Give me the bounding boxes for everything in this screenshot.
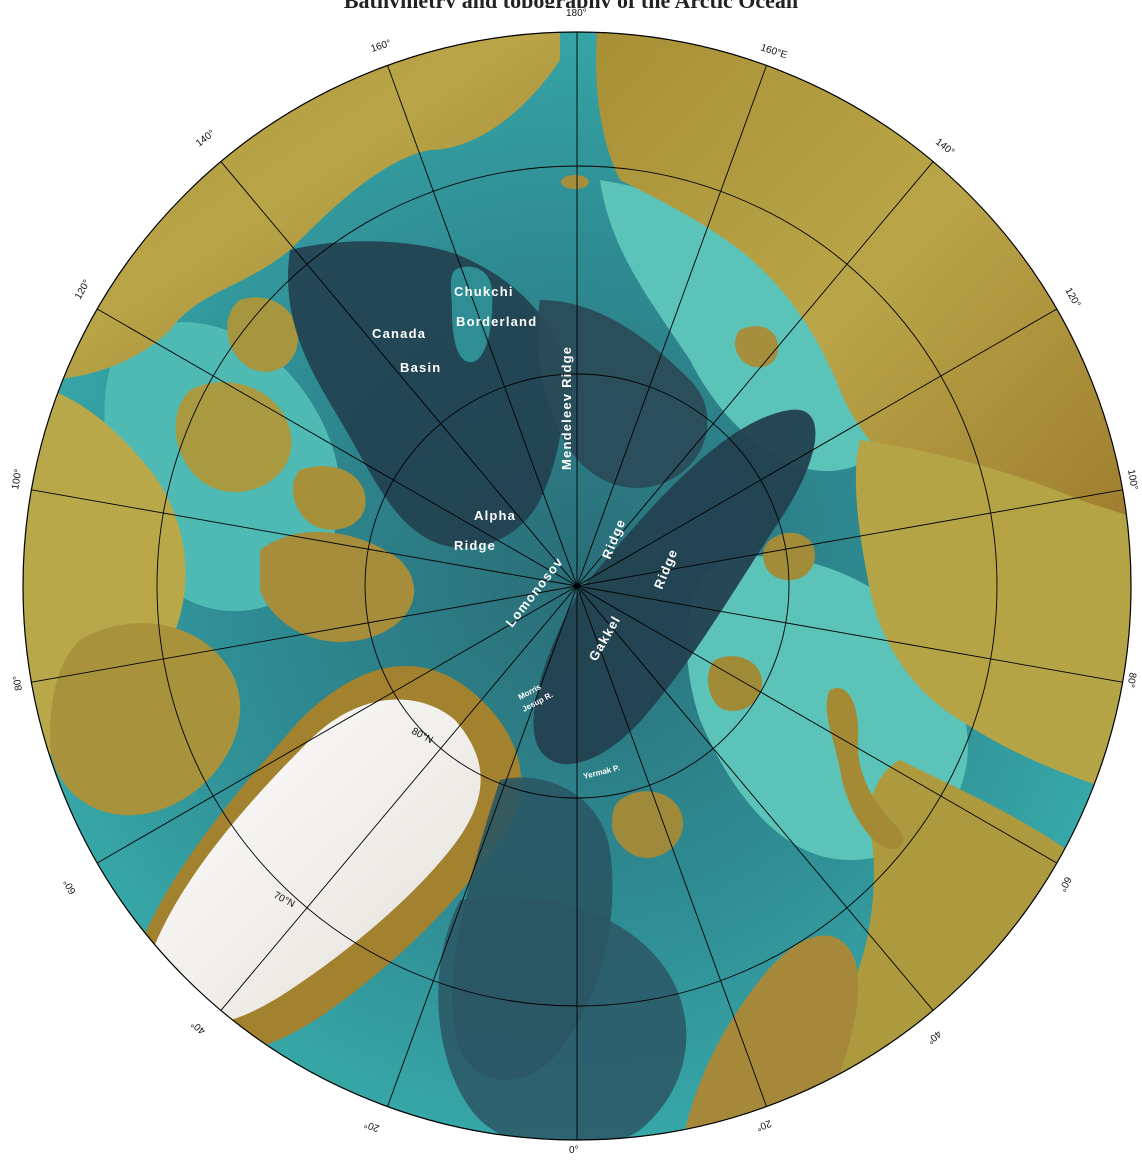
label-canada: Canada: [372, 326, 426, 341]
lon-label-80w: 80°: [11, 675, 24, 692]
island-new-siberian: [735, 326, 779, 368]
meridian-line: [220, 585, 578, 1011]
map-border-circle: [22, 31, 1132, 1141]
eurasian-basin: [533, 409, 816, 765]
label-alpha: Alpha: [474, 508, 516, 523]
meridian-line: [387, 65, 578, 587]
island-devon: [292, 466, 366, 530]
canada-basin: [288, 241, 564, 548]
lon-label-100w: 100°: [10, 468, 24, 490]
meridian-line: [96, 585, 578, 864]
lon-label-180: 180°: [566, 8, 587, 19]
meridian-line: [576, 308, 1058, 587]
siberian-shelf: [600, 180, 906, 472]
label-alpha-ridge: Ridge: [454, 538, 496, 553]
lon-label-60w: 60°: [62, 877, 79, 896]
meridian-line: [576, 585, 1123, 683]
lon-label-120e: 120°: [1062, 286, 1082, 309]
lon-label-20e: 20°: [755, 1117, 773, 1133]
island-novaya-zemlya: [826, 688, 904, 850]
lon-label-120w: 120°: [73, 278, 93, 301]
graticule: [31, 32, 1123, 1140]
meridian-line: [220, 161, 578, 587]
island-wrangel: [561, 175, 589, 189]
island-victoria: [175, 382, 292, 492]
lon-label-0: 0°: [569, 1145, 579, 1156]
land-siberia-central: [855, 440, 1131, 800]
lon-label-160e: 160°E: [759, 42, 789, 61]
lon-label-40e: 40°: [924, 1028, 943, 1046]
lon-label-140w: 140°: [194, 128, 217, 149]
island-severnaya-zemlya: [763, 532, 815, 581]
lon-label-60e: 60°: [1056, 875, 1073, 894]
meridian-line: [576, 161, 934, 587]
lon-label-100e: 100°: [1125, 469, 1139, 491]
meridian-line: [576, 585, 934, 1011]
label-borderland: Borderland: [456, 314, 537, 329]
greenland-sea-deep: [438, 896, 687, 1140]
lon-label-80e: 80°: [1124, 671, 1137, 688]
meridian-line: [31, 489, 578, 587]
lon-label-160w: 160°: [370, 38, 393, 55]
greenland-ice-sheet: [140, 699, 481, 1026]
island-ellesmere: [260, 531, 415, 642]
meridian-line: [576, 489, 1123, 587]
makarov-basin: [537, 300, 708, 489]
island-baffin: [50, 623, 241, 816]
lon-label-20w: 20°: [363, 1118, 381, 1134]
meridian-line: [576, 65, 767, 587]
meridian-line: [387, 585, 578, 1107]
chukchi-borderland-shoal: [450, 266, 493, 363]
label-mendeleev-ridge: Mendeleev Ridge: [559, 346, 574, 470]
meridian-line: [31, 585, 578, 683]
lon-label-40w: 40°: [189, 1018, 208, 1036]
meridian-line: [576, 585, 767, 1107]
island-banks: [227, 297, 299, 372]
label-basin: Basin: [400, 360, 441, 375]
lon-label-140e: 140°: [933, 137, 956, 158]
label-chukchi: Chukchi: [454, 284, 514, 299]
island-svalbard: [612, 791, 684, 859]
meridian-line: [96, 308, 578, 587]
meridian-line: [576, 585, 1058, 864]
map-header-text: Bathymetry and topography of the Arctic …: [0, 0, 1142, 8]
